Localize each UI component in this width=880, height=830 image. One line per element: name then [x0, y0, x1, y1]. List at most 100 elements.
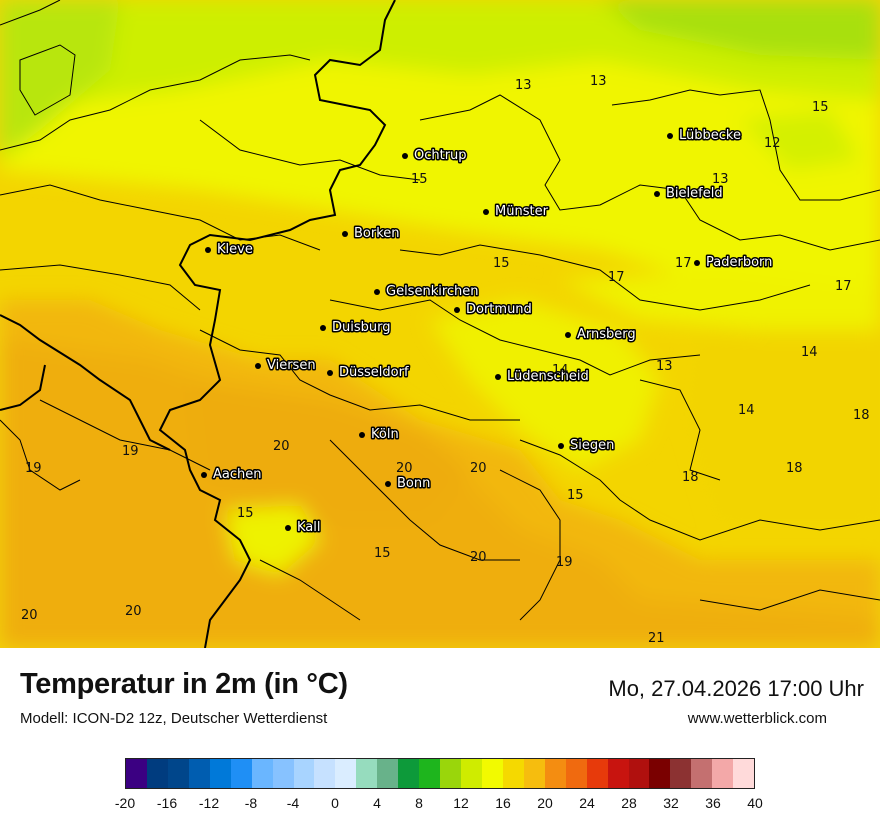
- isotherm-label: 19: [556, 555, 573, 570]
- legend-swatch: [251, 759, 273, 788]
- isotherm-label: 19: [122, 444, 139, 459]
- svg-text:Viersen: Viersen: [267, 358, 316, 373]
- legend-swatch: [607, 759, 629, 788]
- svg-text:Bielefeld: Bielefeld: [666, 186, 723, 201]
- svg-text:Dortmund: Dortmund: [466, 302, 532, 317]
- legend-tick-label: 0: [331, 795, 339, 811]
- isotherm-label: 15: [493, 256, 510, 271]
- city-koln[interactable]: Köln: [359, 426, 400, 444]
- svg-text:Düsseldorf: Düsseldorf: [339, 365, 409, 380]
- city-ludenscheid[interactable]: Lüdenscheid: [495, 368, 590, 386]
- legend-swatch: [126, 759, 147, 788]
- city-arnsberg[interactable]: Arnsberg: [565, 326, 637, 344]
- svg-text:Siegen: Siegen: [570, 438, 614, 453]
- svg-text:Gelsenkirchen: Gelsenkirchen: [386, 284, 479, 299]
- legend-swatch: [461, 759, 482, 788]
- city-siegen[interactable]: Siegen: [558, 437, 616, 455]
- legend-ticks: -20 -16 -12 -8 -4 0 4 8 12 16 20 24 28 32 36 40: [115, 795, 763, 813]
- legend-swatch: [293, 759, 315, 788]
- city-kall[interactable]: Kall: [285, 519, 322, 537]
- legend-tick-label: -12: [198, 795, 220, 811]
- map-title: Temperatur in 2m (in °C): [20, 668, 348, 700]
- isotherm-label: 21: [648, 631, 665, 646]
- city-bonn[interactable]: Bonn: [385, 475, 432, 493]
- svg-text:Münster: Münster: [495, 204, 549, 219]
- legend-swatch: [649, 759, 671, 788]
- legend-swatch: [146, 759, 168, 788]
- legend-tick-label: -4: [286, 795, 300, 811]
- city-aachen[interactable]: Aachen: [201, 466, 263, 484]
- legend-swatch: [691, 759, 713, 788]
- isotherm-label: 13: [656, 359, 673, 374]
- website-link[interactable]: www.wetterblick.com: [687, 710, 827, 727]
- legend-swatch: [167, 759, 189, 788]
- legend-tick-label: 4: [373, 795, 381, 811]
- svg-text:Paderborn: Paderborn: [706, 255, 772, 270]
- city-lubbecke[interactable]: Lübbecke: [667, 127, 742, 145]
- svg-text:Aachen: Aachen: [213, 467, 261, 482]
- isotherm-label: 18: [682, 470, 699, 485]
- city-markers: Ochtrup Lübbecke Bielefeld Münster Borke…: [201, 127, 774, 537]
- legend-swatch: [188, 759, 210, 788]
- isotherm-label: 15: [567, 488, 584, 503]
- svg-text:Kall: Kall: [297, 520, 321, 535]
- legend-tick-label: 36: [705, 795, 721, 811]
- legend-tick-label: 8: [415, 795, 423, 811]
- legend-swatch: [398, 759, 420, 788]
- legend-tick-label: 32: [663, 795, 679, 811]
- city-borken[interactable]: Borken: [342, 225, 401, 243]
- legend-tick-label: 28: [621, 795, 637, 811]
- city-paderborn[interactable]: Paderborn: [694, 254, 774, 272]
- isotherm-label: 17: [675, 256, 692, 271]
- legend-swatch: [670, 759, 692, 788]
- isotherm-label: 18: [786, 461, 803, 476]
- isotherm-label: 20: [470, 461, 487, 476]
- legend-swatch: [628, 759, 650, 788]
- state-borders: [0, 0, 396, 648]
- legend-swatch: [230, 759, 252, 788]
- isotherm-label: 18: [853, 408, 870, 423]
- legend-swatch: [733, 759, 755, 788]
- isotherm-label: 17: [835, 279, 852, 294]
- isotherm-label: 14: [552, 363, 569, 378]
- city-dusseldorf[interactable]: Düsseldorf: [327, 364, 410, 382]
- svg-text:Ochtrup: Ochtrup: [414, 148, 467, 163]
- city-munster[interactable]: Münster: [483, 203, 550, 221]
- legend-swatch: [377, 759, 399, 788]
- isotherm-labels: 13 13 15 12 13 15 15 17 17 17 14 14 13 1…: [21, 74, 870, 646]
- isotherm-label: 20: [273, 439, 290, 454]
- isotherm-label: 20: [21, 608, 38, 623]
- legend-tick-label: -16: [156, 795, 178, 811]
- legend-tick-label: 20: [537, 795, 553, 811]
- legend-swatch: [481, 759, 503, 788]
- city-gelsenkirchen[interactable]: Gelsenkirchen: [374, 283, 480, 301]
- district-borders: [0, 0, 880, 621]
- city-duisburg[interactable]: Duisburg: [320, 319, 392, 337]
- svg-text:Duisburg: Duisburg: [332, 320, 391, 335]
- temperature-map: Ochtrup Lübbecke Bielefeld Münster Borke…: [0, 0, 880, 648]
- isotherm-label: 14: [738, 403, 755, 418]
- isotherm-label: 15: [411, 172, 428, 187]
- legend-swatch: [440, 759, 461, 788]
- isotherm-label: 13: [712, 172, 729, 187]
- svg-text:Bonn: Bonn: [397, 476, 430, 491]
- legend-swatch: [314, 759, 336, 788]
- city-ochtrup[interactable]: Ochtrup: [402, 147, 468, 165]
- isotherm-label: 20: [125, 604, 142, 619]
- legend-swatch: [523, 759, 545, 788]
- isotherm-label: 15: [374, 546, 391, 561]
- legend-tick-label: 40: [747, 795, 763, 811]
- legend-swatch: [565, 759, 587, 788]
- city-kleve[interactable]: Kleve: [205, 241, 254, 259]
- isotherm-label: 15: [237, 506, 254, 521]
- legend-swatch: [544, 759, 566, 788]
- color-scale-legend: [125, 758, 755, 789]
- city-bielefeld[interactable]: Bielefeld: [654, 185, 724, 203]
- legend-tick-label: -8: [244, 795, 258, 811]
- isotherm-label: 19: [25, 461, 42, 476]
- city-viersen[interactable]: Viersen: [255, 357, 317, 375]
- city-dortmund[interactable]: Dortmund: [454, 301, 533, 319]
- svg-text:Köln: Köln: [371, 427, 399, 442]
- legend-swatch: [272, 759, 294, 788]
- legend-swatch: [356, 759, 378, 788]
